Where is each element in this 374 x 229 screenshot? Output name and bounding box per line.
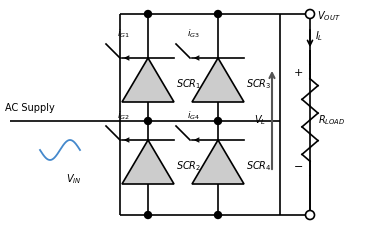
Text: $i_{G2}$: $i_{G2}$ [117, 109, 130, 122]
Text: $SCR_4$: $SCR_4$ [246, 159, 272, 173]
Text: AC Supply: AC Supply [5, 103, 55, 113]
Circle shape [306, 210, 315, 220]
Text: $V_{OUT}$: $V_{OUT}$ [317, 9, 341, 23]
Text: $i_{G4}$: $i_{G4}$ [187, 109, 200, 122]
Text: $SCR_3$: $SCR_3$ [246, 77, 272, 91]
Text: $i_{G3}$: $i_{G3}$ [187, 27, 200, 40]
Text: $i_{G1}$: $i_{G1}$ [117, 27, 130, 40]
Text: −: − [294, 162, 303, 172]
Text: $SCR_2$: $SCR_2$ [176, 159, 201, 173]
Text: $R_{LOAD}$: $R_{LOAD}$ [318, 113, 346, 127]
Circle shape [215, 212, 221, 218]
Polygon shape [122, 58, 174, 102]
Circle shape [306, 9, 315, 19]
Circle shape [144, 117, 151, 125]
Text: $V_{IN}$: $V_{IN}$ [66, 172, 82, 186]
Text: +: + [294, 68, 303, 78]
Circle shape [215, 11, 221, 17]
Circle shape [215, 117, 221, 125]
Circle shape [144, 11, 151, 17]
Polygon shape [192, 58, 244, 102]
Polygon shape [192, 140, 244, 184]
Circle shape [144, 212, 151, 218]
Polygon shape [122, 140, 174, 184]
Text: $V_L$: $V_L$ [254, 113, 266, 127]
Text: $SCR_1$: $SCR_1$ [176, 77, 201, 91]
Text: $I_L$: $I_L$ [315, 29, 323, 43]
